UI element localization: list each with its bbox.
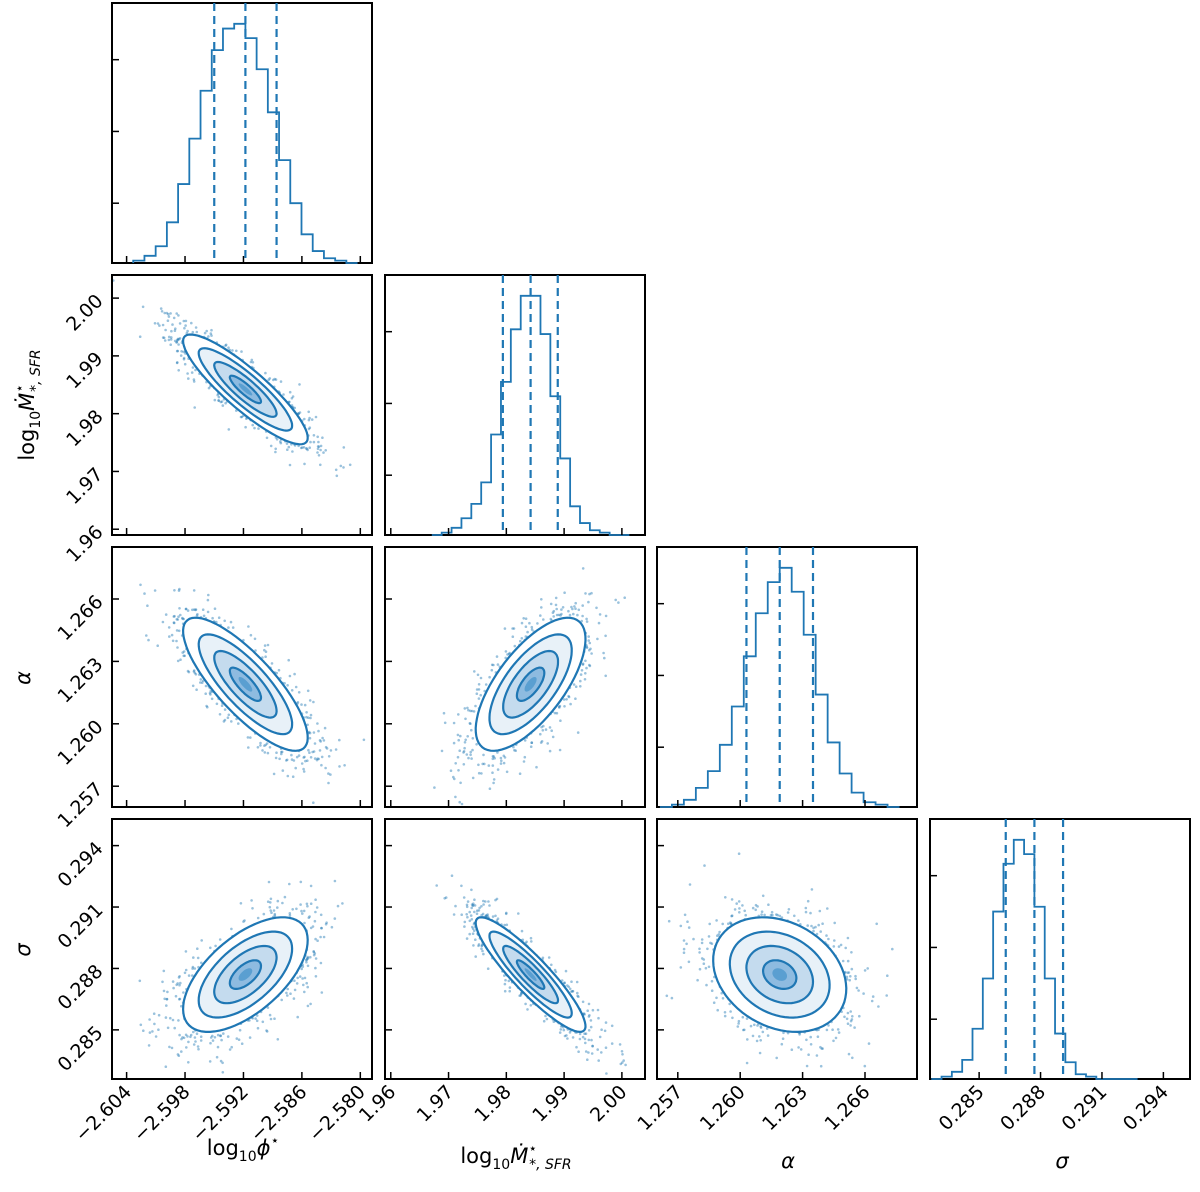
- panel-frame: [384, 546, 646, 808]
- x-tick-label: 0.294: [1119, 1081, 1173, 1135]
- y-tick-label: 1.99: [62, 348, 107, 393]
- x-tick-label: 1.263: [758, 1081, 812, 1135]
- scatter-panel-log_mdot-sigma: [384, 818, 646, 1080]
- contour-line: [197, 347, 294, 432]
- y-tick-label: 2.00: [62, 290, 107, 335]
- x-tick-label: 0.288: [996, 1081, 1050, 1135]
- x-tick-label: 1.97: [413, 1081, 458, 1126]
- y-axis-label-log-mdot: log10Ṁ⋆*, SFR: [12, 349, 44, 460]
- x-axis-label-alpha: α: [781, 1149, 795, 1173]
- contour-line: [197, 633, 294, 736]
- y-tick-label: 1.257: [54, 778, 108, 832]
- x-axis-label-log-phi: log10ϕ⋆: [207, 1133, 279, 1165]
- contour-line: [515, 666, 546, 702]
- y-tick-label: 1.260: [54, 716, 108, 770]
- contour-line: [745, 944, 815, 1005]
- contour-line: [728, 930, 831, 1019]
- panels: 1.961.971.981.992.001.2571.2601.2631.266…: [54, 2, 1191, 1146]
- y-tick-label: 0.285: [54, 1022, 108, 1076]
- x-tick-label: 1.257: [633, 1081, 687, 1135]
- contour-line: [515, 959, 546, 990]
- contour-line: [213, 360, 278, 418]
- y-tick-label: 1.97: [62, 463, 107, 508]
- hist-panel-log_mdot: [384, 274, 646, 536]
- scatter-panel-log_mdot-alpha: [384, 546, 646, 808]
- hist-step-sigma: [931, 838, 1138, 1080]
- contour-line: [213, 649, 278, 719]
- contour-line: [502, 944, 560, 1005]
- panel-frame: [656, 818, 918, 1080]
- y-tick-label: 0.294: [54, 838, 108, 892]
- x-tick-label: 1.99: [528, 1081, 573, 1126]
- y-tick-label: 0.291: [54, 899, 108, 953]
- y-tick-label: 0.288: [54, 960, 108, 1014]
- panel-frame: [384, 274, 646, 536]
- y-tick-label: 1.96: [62, 521, 107, 566]
- panel-frame: [111, 274, 373, 536]
- scatter-panel-log_phi-log_mdot: [111, 274, 373, 536]
- contour-line: [762, 959, 798, 990]
- x-tick-label: 2.00: [586, 1081, 631, 1126]
- contour-line: [228, 374, 263, 405]
- y-tick-label: 1.98: [62, 406, 107, 451]
- panel-frame: [929, 818, 1191, 1080]
- x-tick-label: 1.98: [470, 1081, 515, 1126]
- x-tick-label: −2.598: [129, 1081, 194, 1146]
- contour-line: [488, 633, 573, 736]
- contour-line: [181, 333, 309, 446]
- panel-frame: [111, 546, 373, 808]
- x-tick-label: 1.266: [821, 1081, 875, 1135]
- contour-line: [488, 930, 573, 1019]
- contour-line: [502, 649, 560, 719]
- density-core: [524, 968, 537, 981]
- scatter-panel-log_phi-alpha: [111, 546, 373, 808]
- x-tick-label: −2.604: [71, 1081, 136, 1146]
- density-core: [524, 677, 537, 692]
- contour-line: [197, 930, 294, 1019]
- panel-frame: [384, 818, 646, 1080]
- y-tick-label: 1.263: [54, 653, 108, 707]
- contour-line: [228, 959, 263, 990]
- contour-line: [213, 944, 278, 1005]
- x-tick-label: 1.96: [355, 1081, 400, 1126]
- y-axis-label-sigma: σ: [11, 943, 35, 957]
- y-tick-label: 1.266: [54, 591, 108, 645]
- contour-line: [712, 916, 848, 1034]
- density-core: [238, 383, 253, 396]
- hist-step-log_mdot: [431, 294, 630, 536]
- x-tick-label: 1.260: [696, 1081, 750, 1135]
- density-core: [772, 968, 787, 981]
- x-axis-label-sigma: σ: [1055, 1149, 1069, 1173]
- hist-panel-alpha: [656, 546, 918, 808]
- contour-line: [181, 616, 309, 752]
- x-tick-label: 0.285: [935, 1081, 989, 1135]
- panel-frame: [111, 2, 373, 264]
- y-axis-label-alpha: α: [11, 671, 35, 685]
- axis-labels: log10ϕ⋆ log10Ṁ⋆ *, SFR α σ log10Ṁ⋆*, SFR …: [11, 349, 1069, 1173]
- contour-line: [181, 916, 309, 1033]
- panel-frame: [111, 818, 373, 1080]
- contour-line: [228, 666, 263, 702]
- panel-frame: [656, 546, 918, 808]
- hist-panel-log_phi: [111, 2, 373, 264]
- x-tick-label: 0.291: [1057, 1081, 1111, 1135]
- density-core: [238, 968, 253, 981]
- contour-line: [474, 916, 587, 1034]
- hist-panel-sigma: [929, 818, 1191, 1080]
- density-core: [238, 677, 253, 692]
- x-axis-label-log-mdot: log10Ṁ⋆ *, SFR: [460, 1141, 571, 1173]
- contour-line: [474, 616, 587, 752]
- scatter-panel-log_phi-sigma: [111, 818, 373, 1080]
- scatter-panel-alpha-sigma: [656, 818, 918, 1080]
